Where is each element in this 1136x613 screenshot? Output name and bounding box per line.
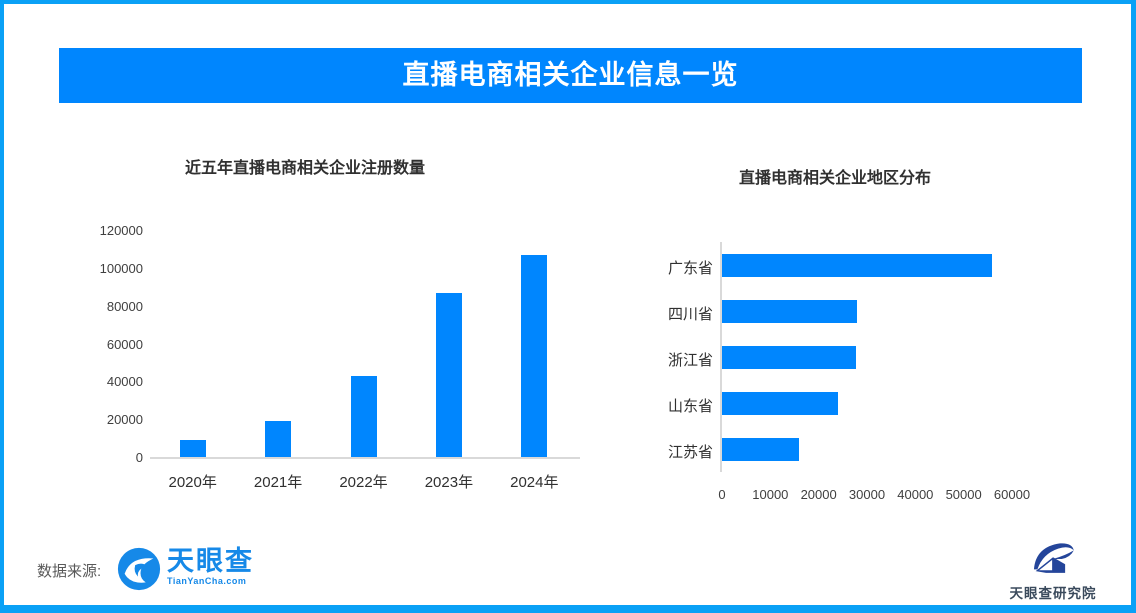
bar-2023年 — [435, 293, 462, 457]
bar-2022年 — [350, 375, 377, 457]
x-axis-category-label: 2022年 — [339, 474, 388, 491]
x-axis-category-label: 2023年 — [424, 474, 474, 491]
y-axis-tick-label: 20000 — [106, 412, 143, 428]
x-axis-tick-label: 40000 — [897, 487, 934, 502]
x-axis-category-label: 2021年 — [253, 474, 303, 491]
tianyancha-logo-domain: TianYanCha.com — [167, 576, 247, 586]
data-source-label: 数据来源: — [37, 563, 102, 580]
y-axis-tick-label: 0 — [135, 450, 143, 465]
category-label-山东省: 山东省 — [667, 398, 713, 415]
category-label-广东省: 广东省 — [667, 260, 713, 277]
x-axis-category-label: 2020年 — [168, 474, 217, 491]
x-axis-line — [150, 457, 580, 459]
category-label-四川省: 四川省 — [667, 306, 713, 323]
tianyancha-research-logo: 天眼查研究院 — [997, 538, 1109, 602]
x-axis-tick-label: 10000 — [752, 487, 789, 502]
tianyancha-research-name: 天眼查研究院 — [1009, 586, 1097, 601]
x-axis-tick-label: 30000 — [848, 487, 886, 502]
bar-浙江省 — [722, 346, 856, 369]
category-label-浙江省: 浙江省 — [667, 352, 713, 369]
bar-广东省 — [722, 254, 992, 277]
registration-chart-title: 近五年直播电商相关企业注册数量 — [185, 160, 426, 177]
bar-2021年 — [265, 421, 292, 457]
y-axis-line — [720, 242, 722, 472]
x-axis-category-label: 2024年 — [510, 474, 559, 491]
registration-bar-chart: 0 20000 40000 60000 80000 100000 120000 2020年 20… — [83, 222, 593, 502]
bar-山东省 — [722, 392, 838, 415]
category-label-江苏省: 江苏省 — [667, 444, 713, 461]
tianyancha-logo-text: 天眼查 TianYanCha.com — [167, 546, 254, 586]
x-axis-tick-label: 60000 — [993, 487, 1031, 502]
bar-2020年 — [179, 440, 206, 457]
x-axis-tick-label: 0 — [718, 487, 726, 502]
tianyancha-logo-name: 天眼查 — [167, 546, 254, 576]
tianyancha-eye-icon — [117, 547, 161, 591]
bar-四川省 — [722, 300, 858, 323]
tianyancha-research-icon — [1033, 543, 1074, 573]
bar-江苏省 — [722, 438, 800, 461]
region-chart-title: 直播电商相关企业地区分布 — [739, 170, 932, 187]
x-axis-tick-label: 50000 — [945, 487, 982, 502]
y-axis-tick-label: 120000 — [99, 223, 143, 238]
bar-2024年 — [521, 254, 548, 457]
page-title: 直播电商相关企业信息一览 — [59, 48, 1082, 103]
y-axis-tick-label: 80000 — [106, 298, 143, 314]
y-axis-tick-label: 40000 — [106, 374, 143, 390]
y-axis-tick-label: 100000 — [99, 260, 143, 276]
region-bar-chart: 广东省四川省浙江省山东省江苏省 0 10000 20000 30000 40000 5000… — [649, 242, 1089, 517]
y-axis-tick-label: 60000 — [106, 336, 143, 352]
tianyancha-logo: 天眼查 TianYanCha.com — [116, 546, 254, 592]
x-axis-tick-label: 20000 — [800, 487, 837, 502]
